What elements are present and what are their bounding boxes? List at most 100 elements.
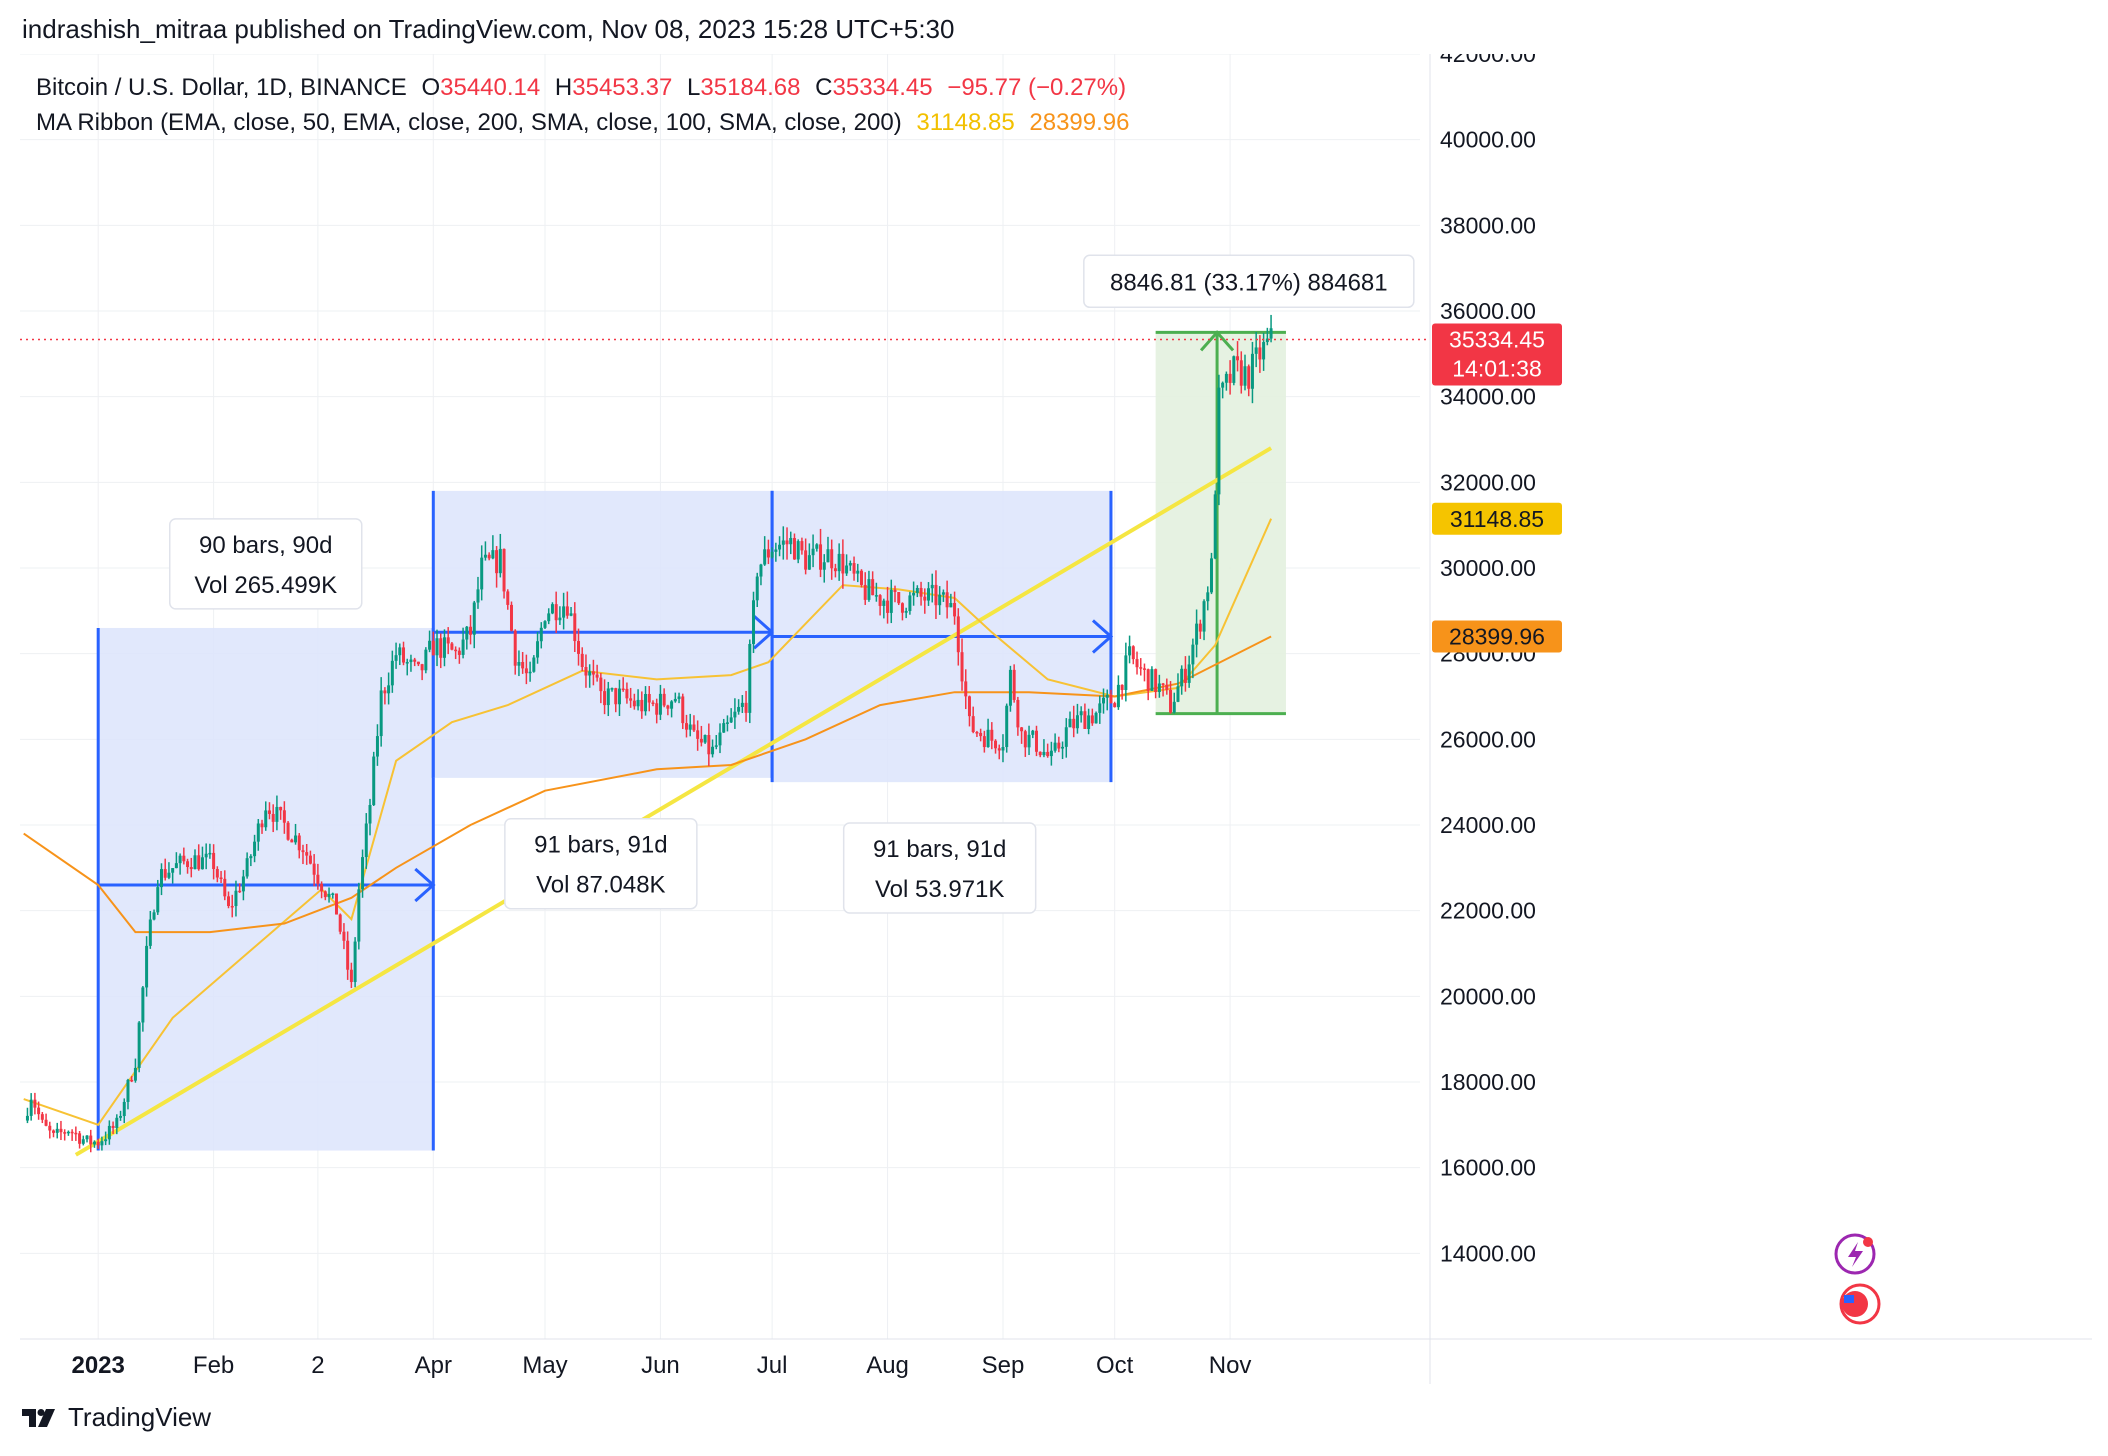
candle-body xyxy=(811,548,815,556)
candle-body xyxy=(349,969,353,983)
candle-body xyxy=(1046,751,1050,757)
candle-body xyxy=(752,600,756,644)
candle-body xyxy=(126,1079,130,1102)
candle-body xyxy=(867,579,871,600)
candle-body xyxy=(66,1131,70,1134)
candle-body xyxy=(402,647,406,663)
candle-body xyxy=(1023,731,1027,748)
candle-body xyxy=(148,919,152,946)
candle-body xyxy=(368,805,372,824)
change-value: −95.77 (−0.27%) xyxy=(947,74,1127,101)
candle-body xyxy=(577,641,581,654)
measure-bars-label: 90 bars, 90d xyxy=(199,532,332,559)
moving-average-line xyxy=(23,635,1272,934)
ma-value-1: 31148.85 xyxy=(916,109,1015,136)
candle-body xyxy=(889,589,893,613)
candle-body xyxy=(826,549,830,563)
date-range-box[interactable] xyxy=(433,490,773,778)
candle-body xyxy=(725,722,729,724)
candle-body xyxy=(483,554,487,558)
candle-body xyxy=(997,748,1001,751)
candle-body xyxy=(766,549,770,558)
candle-body xyxy=(1090,715,1094,724)
candle-body xyxy=(159,869,163,888)
candle-body xyxy=(1102,697,1106,704)
candle-body xyxy=(431,640,435,656)
candle-body xyxy=(595,674,599,678)
candle-body xyxy=(200,857,204,870)
candle-body xyxy=(122,1101,126,1117)
moving-average-lines xyxy=(23,518,1273,1126)
flag-icon-body xyxy=(1842,1291,1868,1317)
candle-body xyxy=(554,604,558,621)
candle-body xyxy=(461,639,465,655)
us-flag-event-icon[interactable] xyxy=(1839,1283,1881,1325)
candle-body xyxy=(100,1141,104,1146)
y-tick-label: 34000.00 xyxy=(1440,384,1536,410)
y-tick-label: 36000.00 xyxy=(1440,298,1536,324)
candle-body xyxy=(133,1067,137,1081)
tradingview-footer[interactable]: TradingView xyxy=(22,1402,211,1433)
lightning-event-icon[interactable] xyxy=(1834,1233,1876,1275)
ma1-price-badge-bg xyxy=(1432,502,1562,535)
candle-body xyxy=(521,662,525,669)
chart-area[interactable]: 90 bars, 90d Vol 265.499K 91 bars, 91d Vol … xyxy=(20,41,2092,1384)
x-tick-label: Feb xyxy=(193,1352,234,1379)
candle-body xyxy=(439,638,443,658)
candle-body xyxy=(308,855,312,864)
trendline-drawing xyxy=(74,446,1273,1157)
candle-body xyxy=(1131,646,1135,660)
y-tick-label: 16000.00 xyxy=(1440,1155,1536,1181)
candle-body xyxy=(778,544,782,550)
measure-volume-label: Vol 265.499K xyxy=(194,572,337,599)
trendline[interactable] xyxy=(74,446,1273,1157)
candle-body xyxy=(740,702,744,707)
candle-body xyxy=(104,1139,108,1142)
candle-body xyxy=(763,549,767,565)
notification-dot xyxy=(1863,1237,1873,1247)
candle-body xyxy=(1008,669,1012,706)
candle-body xyxy=(29,1099,33,1116)
candle-body xyxy=(1195,623,1199,645)
candle-body xyxy=(666,705,670,709)
long-position-zone[interactable] xyxy=(1155,332,1286,714)
measure-drawings xyxy=(96,490,1114,1151)
candle-body xyxy=(74,1132,78,1135)
candle-body xyxy=(707,735,711,755)
ma-ribbon-label: MA Ribbon (EMA, close, 50, EMA, close, 2… xyxy=(36,109,902,136)
measure-label-box xyxy=(842,822,1037,914)
candle-body xyxy=(1128,646,1132,656)
candle-body xyxy=(320,883,324,892)
candle-body xyxy=(982,736,986,748)
candle-body xyxy=(334,893,338,915)
y-tick-label: 42000.00 xyxy=(1440,54,1536,67)
candle-body xyxy=(524,668,528,674)
candle-body xyxy=(722,723,726,733)
candle-body xyxy=(115,1117,119,1129)
candle-body xyxy=(260,823,264,828)
candle-body xyxy=(1154,669,1158,693)
candle-body xyxy=(271,813,275,822)
candle-body xyxy=(186,861,190,868)
candle-body xyxy=(145,945,149,988)
candle-body xyxy=(230,905,234,908)
candle-body xyxy=(785,540,789,545)
candle-body xyxy=(89,1135,93,1145)
candlestick-chart[interactable]: 90 bars, 90d Vol 265.499K 91 bars, 91d Vol … xyxy=(20,41,2092,1384)
candle-body xyxy=(837,553,841,572)
candle-body xyxy=(912,592,916,596)
candle-body xyxy=(744,702,748,713)
candle-body xyxy=(684,723,688,730)
candle-body xyxy=(78,1133,82,1144)
date-range-box[interactable] xyxy=(98,627,434,1151)
candle-body xyxy=(454,649,458,652)
publisher-header: indrashish_mitraa published on TradingVi… xyxy=(22,14,955,44)
candle-body xyxy=(256,823,260,842)
candle-body xyxy=(830,549,834,569)
candle-body xyxy=(342,931,346,941)
candle-body xyxy=(655,703,659,715)
tradingview-wordmark: TradingView xyxy=(68,1402,212,1432)
candle-body xyxy=(610,688,614,690)
candle-body xyxy=(819,544,823,570)
measure-arrow-head xyxy=(1199,330,1235,352)
